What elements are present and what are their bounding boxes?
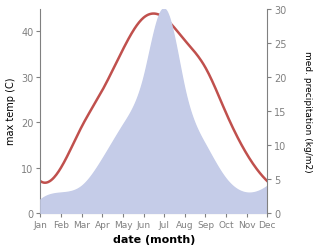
Y-axis label: med. precipitation (kg/m2): med. precipitation (kg/m2) bbox=[303, 51, 313, 172]
X-axis label: date (month): date (month) bbox=[113, 234, 195, 244]
Y-axis label: max temp (C): max temp (C) bbox=[5, 78, 16, 145]
